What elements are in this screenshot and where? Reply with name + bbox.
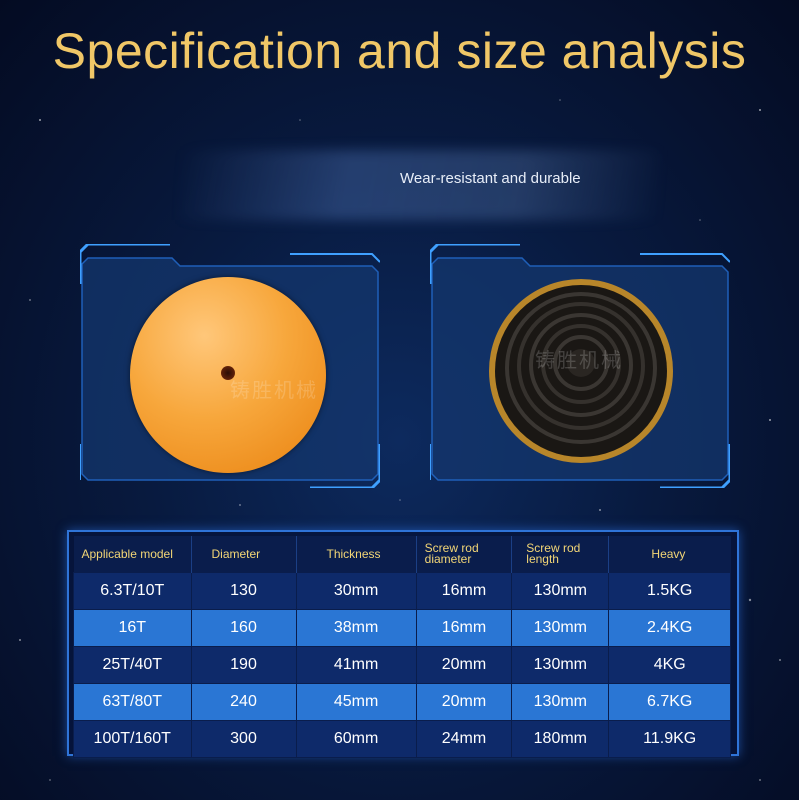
table-row: 100T/160T 300 60mm 24mm 180mm 11.9KG	[73, 720, 731, 758]
cell-diameter: 240	[190, 683, 297, 721]
cell-rod-length: 130mm	[511, 683, 610, 721]
page-title: Specification and size analysis	[52, 23, 747, 79]
cell-rod-diameter: 20mm	[415, 683, 513, 721]
cell-rod-length: 180mm	[511, 720, 610, 758]
cell-rod-diameter: 16mm	[415, 609, 513, 647]
cell-model: 6.3T/10T	[73, 572, 192, 610]
cell-weight: 6.7KG	[608, 683, 731, 721]
spec-table-frame: Applicable model Diameter Thickness Scre…	[67, 530, 739, 758]
cell-rod-diameter: 20mm	[415, 646, 513, 684]
header-screw-rod-length-line2: length	[526, 552, 559, 566]
header-screw-rod-length: Screw rod length	[511, 536, 610, 573]
header-heavy: Heavy	[608, 536, 731, 573]
table-row: 63T/80T 240 45mm 20mm 130mm 6.7KG	[73, 683, 731, 721]
table-row: 6.3T/10T 130 30mm 16mm 130mm 1.5KG	[73, 572, 731, 610]
cell-weight: 1.5KG	[608, 572, 731, 610]
header-screw-rod-diameter: Screw rod diameter	[416, 536, 513, 573]
subtitle: Wear-resistant and durable	[400, 170, 581, 187]
cell-model: 16T	[73, 609, 192, 647]
header-screw-rod-diameter-line2: diameter	[424, 552, 472, 566]
center-hole	[221, 366, 235, 380]
header-screw-rod-diameter-line1: Screw rod	[424, 541, 479, 555]
cell-rod-diameter: 24mm	[415, 720, 513, 758]
cell-thickness: 41mm	[295, 646, 417, 684]
cell-rod-length: 130mm	[511, 646, 610, 684]
spec-table: Applicable model Diameter Thickness Scre…	[73, 536, 731, 758]
cell-weight: 11.9KG	[608, 720, 731, 758]
header-thickness: Thickness	[296, 536, 417, 573]
cell-weight: 2.4KG	[608, 609, 731, 647]
orange-pad-top	[130, 277, 326, 473]
cell-thickness: 60mm	[295, 720, 417, 758]
cell-rod-length: 130mm	[511, 609, 610, 647]
cell-thickness: 30mm	[295, 572, 417, 610]
cell-diameter: 300	[190, 720, 297, 758]
table-row: 25T/40T 190 41mm 20mm 130mm 4KG	[73, 646, 731, 684]
header-screw-rod-length-line1: Screw rod	[526, 541, 581, 555]
product-panel-top-view: 铸胜机械	[80, 244, 380, 488]
cell-model: 25T/40T	[73, 646, 192, 684]
cell-model: 100T/160T	[73, 720, 192, 758]
cell-model: 63T/80T	[73, 683, 192, 721]
cell-rod-diameter: 16mm	[415, 572, 513, 610]
cell-diameter: 190	[190, 646, 297, 684]
watermark-text: 铸胜机械	[535, 350, 623, 372]
cell-thickness: 45mm	[295, 683, 417, 721]
cell-thickness: 38mm	[295, 609, 417, 647]
table-row: 16T 160 38mm 16mm 130mm 2.4KG	[73, 609, 731, 647]
watermark-text: 铸胜机械	[230, 380, 318, 402]
product-panel-bottom-view: 铸胜机械	[430, 244, 730, 488]
table-header-row: Applicable model Diameter Thickness Scre…	[73, 536, 731, 573]
cell-rod-length: 130mm	[511, 572, 610, 610]
light-beam	[180, 150, 660, 220]
rubber-pad-bottom	[489, 279, 673, 463]
header-diameter: Diameter	[191, 536, 297, 573]
cell-diameter: 130	[190, 572, 297, 610]
cell-weight: 4KG	[608, 646, 731, 684]
header-applicable-model: Applicable model	[73, 536, 192, 573]
cell-diameter: 160	[190, 609, 297, 647]
